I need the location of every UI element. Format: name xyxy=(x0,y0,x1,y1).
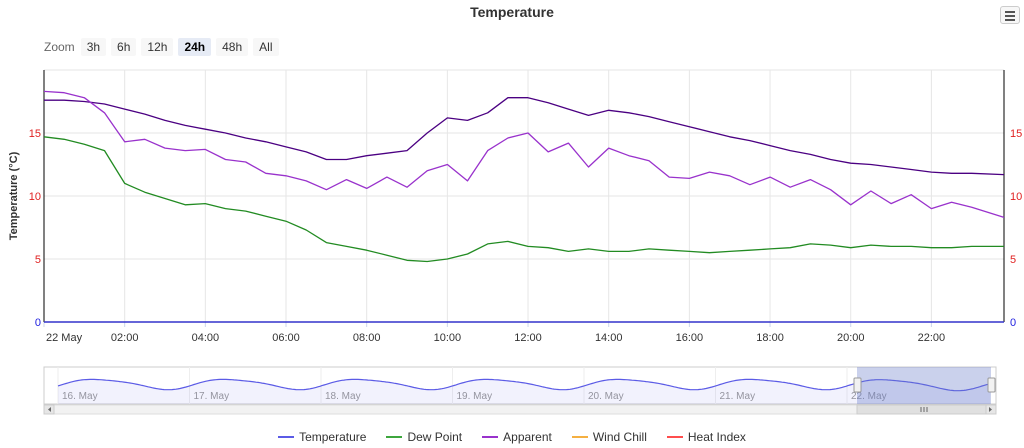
legend-swatch-apparent xyxy=(482,436,499,438)
navigator-date-label: 21. May xyxy=(720,391,756,402)
navigator-area xyxy=(58,379,990,404)
zoom-button-12h[interactable]: 12h xyxy=(141,38,174,56)
x-tick-label: 04:00 xyxy=(192,332,220,344)
zoom-range-selector: Zoom 3h 6h 12h 24h 48h All xyxy=(44,37,284,57)
legend-item-temperature[interactable]: Temperature xyxy=(278,430,366,444)
zoom-button-6h[interactable]: 6h xyxy=(111,38,137,56)
scrollbar-track xyxy=(43,404,997,415)
legend-swatch-heat-index xyxy=(666,436,683,438)
y-tick-label-right: 10 xyxy=(1010,191,1022,203)
y-tick-label-right: 0 xyxy=(1010,317,1016,329)
navigator-date-label: 17. May xyxy=(194,391,230,402)
y-tick-label-left: 5 xyxy=(35,254,41,266)
legend-label-dew-point: Dew Point xyxy=(407,430,463,444)
navigator-date-label: 19. May xyxy=(457,391,493,402)
series-line-apparent xyxy=(43,90,1005,219)
series-line-temperature xyxy=(44,97,1005,176)
zoom-button-48h[interactable]: 48h xyxy=(216,38,249,56)
x-tick-label: 06:00 xyxy=(272,332,300,344)
x-tick-label: 22 May xyxy=(46,332,83,344)
navigator-date-label: 22. May xyxy=(851,391,887,402)
hamburger-menu-icon[interactable] xyxy=(1000,6,1020,24)
navigator-date-label: 18. May xyxy=(325,391,361,402)
scroll-grip-icon xyxy=(920,407,928,412)
arrow-left-icon xyxy=(48,407,51,412)
chart-title: Temperature xyxy=(470,4,554,20)
y-tick-label-left: 15 xyxy=(29,128,41,140)
x-tick-label: 12:00 xyxy=(514,332,542,344)
x-tick-label: 22:00 xyxy=(918,332,946,344)
navigator-handle-right[interactable] xyxy=(987,377,996,393)
zoom-button-all[interactable]: All xyxy=(253,38,279,56)
legend-swatch-temperature xyxy=(278,436,295,438)
legend-label-heat-index: Heat Index xyxy=(687,430,746,444)
x-tick-label: 20:00 xyxy=(837,332,865,344)
x-tick-label: 14:00 xyxy=(595,332,623,344)
x-tick-label: 02:00 xyxy=(111,332,139,344)
x-tick-label: 10:00 xyxy=(434,332,462,344)
legend-swatch-wind-chill xyxy=(571,436,588,438)
legend-item-wind-chill[interactable]: Wind Chill xyxy=(571,430,647,444)
legend-item-apparent[interactable]: Apparent xyxy=(482,430,552,444)
x-tick-label: 08:00 xyxy=(353,332,381,344)
zoom-label: Zoom xyxy=(44,40,75,54)
navigator-series-line xyxy=(57,378,991,392)
y-tick-label-right: 5 xyxy=(1010,254,1016,266)
x-tick-label: 18:00 xyxy=(756,332,784,344)
legend-swatch-dew-point xyxy=(386,436,403,438)
legend: Temperature Dew Point Apparent Wind Chil… xyxy=(0,430,1024,444)
x-tick-label: 16:00 xyxy=(676,332,704,344)
legend-item-heat-index[interactable]: Heat Index xyxy=(666,430,746,444)
navigator-date-label: 16. May xyxy=(62,391,98,402)
series-line-dew-point xyxy=(43,136,1004,263)
legend-label-apparent: Apparent xyxy=(503,430,552,444)
arrow-right-icon xyxy=(989,407,992,412)
navigator-date-label: 20. May xyxy=(588,391,624,402)
zoom-button-3h[interactable]: 3h xyxy=(80,38,107,56)
legend-item-dew-point[interactable]: Dew Point xyxy=(386,430,462,444)
navigator-selection xyxy=(857,367,991,404)
y-tick-label-left: 10 xyxy=(29,191,41,203)
y-tick-label-right: 15 xyxy=(1010,128,1022,140)
zoom-button-24h[interactable]: 24h xyxy=(178,38,212,56)
legend-label-wind-chill: Wind Chill xyxy=(592,430,647,444)
navigator-frame xyxy=(43,366,997,405)
navigator-handle-left[interactable] xyxy=(853,377,862,393)
legend-label-temperature: Temperature xyxy=(299,430,367,444)
y-axis-title: Temperature (°C) xyxy=(8,151,20,240)
y-tick-label-left: 0 xyxy=(35,317,41,329)
